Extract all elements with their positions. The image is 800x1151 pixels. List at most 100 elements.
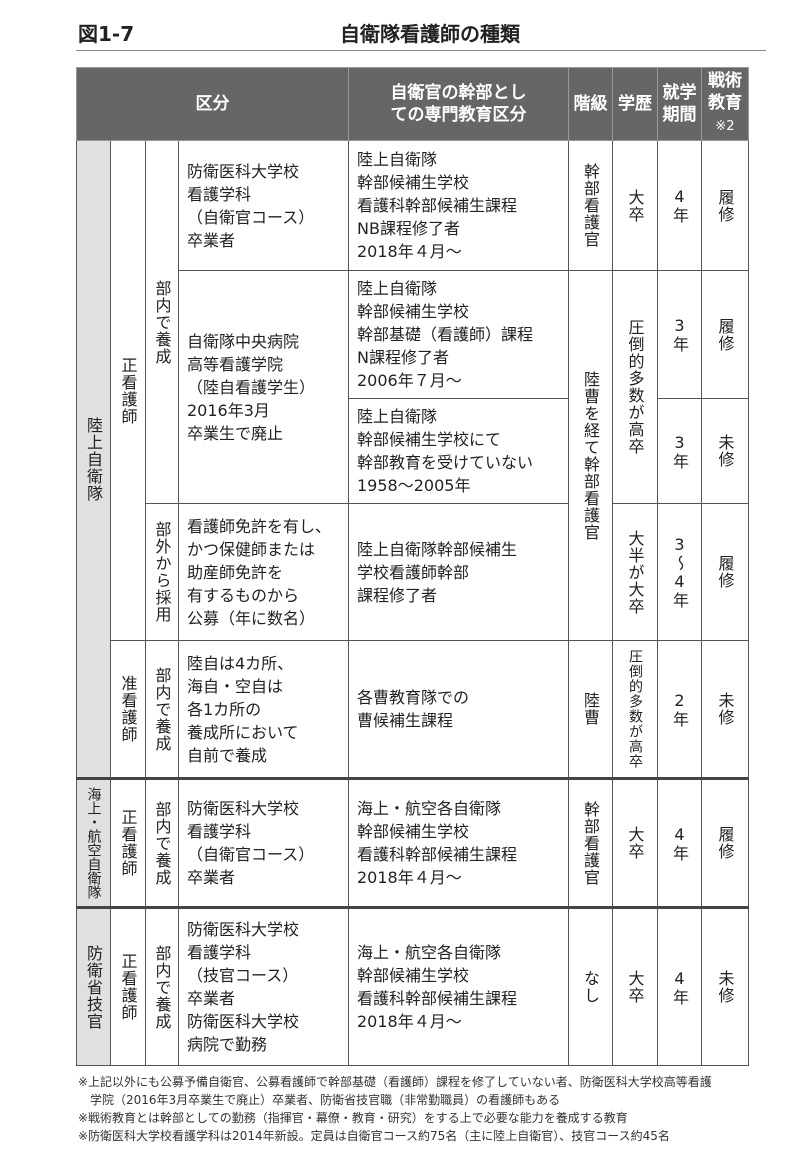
text-line: 陸自は4カ所、 <box>187 653 294 673</box>
group-mod: 防衛省技官 <box>76 906 111 1066</box>
training-internal: 部内で養成 <box>145 640 179 779</box>
period-label: 3年 <box>670 432 689 470</box>
figure-number: 図1-7 <box>78 22 135 46</box>
rank-label: 幹部看護官 <box>581 800 600 886</box>
header-row: 区分 自衛官の幹部としての専門教育区分 階級 学歴 就学期間 戦術教育 ※2 <box>76 67 749 141</box>
text-line: 各1カ所の <box>187 699 262 719</box>
text-line: 各曹教育隊での <box>357 688 470 707</box>
training-internal: 部内で養成 <box>145 140 179 504</box>
text-line: 幹部基礎（看護師）課程 <box>357 325 534 344</box>
type-label: 准看護師 <box>118 675 138 743</box>
group-label: 陸上自衛隊 <box>84 416 103 502</box>
text-line: 防衛医科大学校 <box>187 161 300 181</box>
tactical-label: 履修 <box>715 317 735 352</box>
source-cell: 自衛隊中央病院 高等看護学院 （陸自看護学生） 2016年3月 卒業生で廃止 <box>178 270 349 504</box>
text-line: 有するものから <box>187 585 300 605</box>
text-line: 看護学科 <box>187 822 252 841</box>
text-line: 海自・空自は <box>187 676 284 696</box>
title-rule <box>76 50 766 51</box>
header-education: 自衛官の幹部としての専門教育区分 <box>348 67 569 141</box>
type-lpn: 准看護師 <box>110 640 146 779</box>
period-label: 4年 <box>670 968 689 1006</box>
education-cell: 陸上自衛隊幹部候補生 学校看護師幹部 課程修了者 <box>348 503 569 641</box>
text-line: 看護学科 <box>187 943 252 962</box>
rank-label: 幹部看護官 <box>581 163 600 248</box>
period-label: 4年 <box>670 187 689 224</box>
text-line: 防衛医科大学校 <box>187 1012 300 1031</box>
source-cell: 看護師免許を有し、 かつ保健師または 助産師免許を 有するものから 公募（年に数名） <box>178 503 349 641</box>
rank-cell: 幹部看護官 <box>568 777 613 908</box>
type-label: 正看護師 <box>118 356 138 425</box>
type-rn: 正看護師 <box>110 906 146 1066</box>
text-line: NB課程修了者 <box>357 219 460 238</box>
rank-cell: 陸曹 <box>568 640 613 779</box>
header-academic: 学歴 <box>612 67 658 141</box>
footnote: 学院（2016年3月卒業生で廃止）卒業者、防衛省技官職（非常勤職員）の看護師もあ… <box>90 1093 561 1107</box>
text-line: 卒業者 <box>187 868 236 887</box>
academic-label: 大卒 <box>625 826 645 860</box>
source-cell: 陸自は4カ所、 海自・空自は 各1カ所の 養成所において 自前で養成 <box>178 640 349 779</box>
table-row: 海上・航空自衛隊 正看護師 部内で養成 防衛医科大学校 看護学科 （自衛官コース） 卒… <box>76 777 749 908</box>
text-line: かつ保健師または <box>187 539 316 559</box>
academic-cell: 圧倒的多数が高卒 <box>612 640 658 779</box>
table-row: 部外から採用 看護師免許を有し、 かつ保健師または 助産師免許を 有するものから 公募（… <box>77 503 749 641</box>
academic-label: 大卒 <box>625 188 645 223</box>
text-line: 養成所において <box>187 722 299 742</box>
text-line: 陸上自衛隊 <box>357 407 438 426</box>
academic-cell: 圧倒的多数が高卒 <box>612 270 658 504</box>
type-label: 正看護師 <box>118 809 138 877</box>
type-rn: 正看護師 <box>110 140 146 641</box>
tactical-label: 未修 <box>715 692 735 726</box>
header-rank: 階級 <box>568 67 613 141</box>
tactical-cell: 未修 <box>701 906 749 1066</box>
text-line: 2018年４月～ <box>357 868 462 887</box>
period-cell: 4年 <box>657 906 702 1066</box>
footnote: ※防衛医科大学校看護学科は2014年新設。定員は自衛官コース約75名（主に陸上自… <box>78 1129 670 1143</box>
text-line: （陸自看護学生） <box>187 377 316 397</box>
period-label: 3年 <box>670 316 689 353</box>
text-line: 幹部候補生学校にて <box>357 430 502 449</box>
period-cell: 3年 <box>657 270 702 399</box>
rank-cell: なし <box>568 906 613 1066</box>
text-line: 2006年７月～ <box>357 371 462 390</box>
period-label: 2年 <box>670 690 689 728</box>
text-line: 幹部候補生学校 <box>357 822 470 841</box>
text-line: 幹部候補生学校 <box>357 302 470 321</box>
education-cell: 各曹教育隊での 曹候補生課程 <box>348 640 569 779</box>
header-tactical-note: ※2 <box>715 119 735 134</box>
rank-cell: 陸曹を経て幹部看護官 <box>568 270 613 641</box>
training-label: 部内で養成 <box>152 944 172 1030</box>
type-rn: 正看護師 <box>110 777 146 908</box>
group-label: 海上・航空自衛隊 <box>85 787 102 899</box>
education-cell: 海上・航空各自衛隊 幹部候補生学校看護科幹部候補生課程 2018年４月～ <box>348 777 569 908</box>
period-label: 3〜4年 <box>670 535 689 609</box>
footnotes: ※上記以外にも公募予備自衛官、公募看護師で幹部基礎（看護師）課程を修了していない… <box>78 1073 712 1145</box>
figure-title: 自衛隊看護師の種類 <box>340 22 520 46</box>
education-cell: 海上・航空各自衛隊 幹部候補生学校 看護科幹部候補生課程 2018年４月～ <box>348 906 569 1066</box>
type-label: 正看護師 <box>118 953 138 1021</box>
text-line: 幹部教育を受けていない <box>357 453 534 472</box>
period-cell: 3〜4年 <box>657 503 702 641</box>
source-cell: 防衛医科大学校 看護学科 （技官コース） 卒業者 防衛医科大学校 病院で勤務 <box>178 906 349 1066</box>
training-label: 部内で養成 <box>152 279 172 365</box>
text-line: 看護科幹部候補生課程 <box>357 989 518 1008</box>
text-line: 海上・航空各自衛隊 <box>357 799 502 818</box>
rank-label: 陸曹を経て幹部看護官 <box>581 370 600 541</box>
training-label: 部内で養成 <box>152 666 172 752</box>
header-tactical-label: 戦術教育 <box>708 71 742 113</box>
rank-label: 陸曹 <box>581 692 600 726</box>
text-line: 看護師免許を有し、 <box>187 516 332 536</box>
period-cell: 4年 <box>657 140 702 271</box>
tactical-cell: 履修 <box>701 503 749 641</box>
text-line: （技官コース） <box>187 966 299 985</box>
text-line: 防衛医科大学校 <box>187 920 300 939</box>
tactical-label: 履修 <box>715 826 735 860</box>
text-line: 自衛隊中央病院 <box>187 331 300 351</box>
text-line: 看護科幹部候補生課程 <box>357 845 518 864</box>
academic-label: 大卒 <box>625 970 645 1004</box>
text-line: 看護科幹部候補生課程 <box>357 196 518 215</box>
training-internal: 部内で養成 <box>145 906 179 1066</box>
text-line: 学校看護師幹部 <box>357 562 470 582</box>
academic-cell: 大半が大卒 <box>612 503 658 641</box>
header-category: 区分 <box>76 67 349 141</box>
